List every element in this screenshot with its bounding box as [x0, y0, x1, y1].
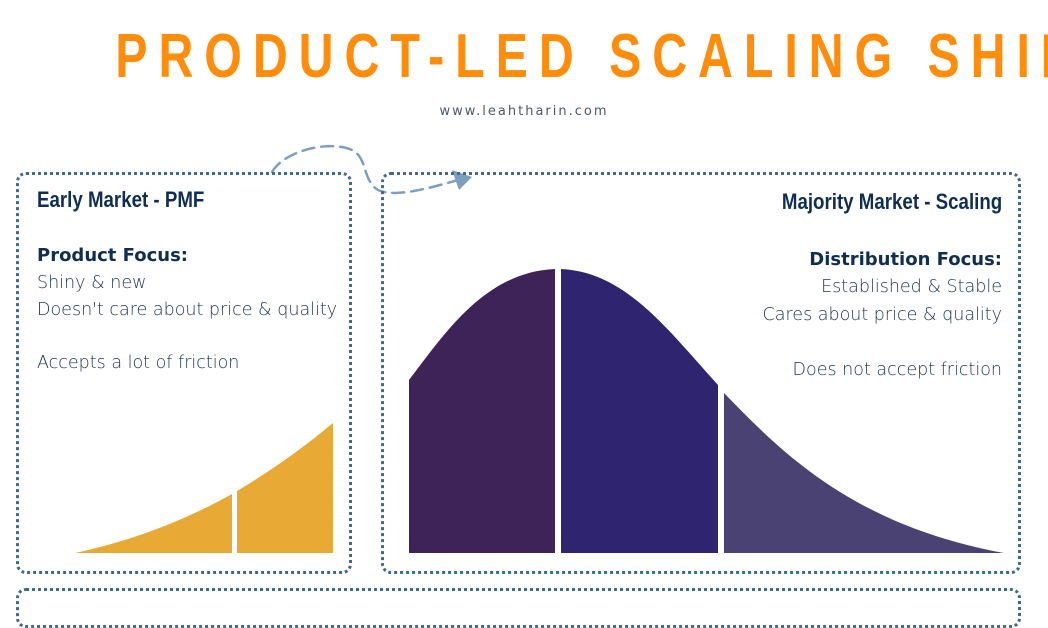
bottom-panel	[16, 588, 1021, 628]
majority-line-2: Cares about price & quality	[762, 305, 1002, 325]
early-line-2: Doesn't care about price & quality	[37, 300, 338, 320]
product-focus-label: Product Focus:	[37, 245, 189, 266]
majority-market-heading: Majority Market - Scaling	[781, 189, 1002, 214]
bell-curve-chart	[409, 269, 1004, 553]
curved-arrow-icon	[270, 144, 472, 195]
early-market-heading: Early Market - PMF	[37, 187, 205, 212]
early-adoption-curve	[75, 423, 333, 553]
website-url: www.leahtharin.com	[439, 104, 609, 119]
page-title: PRODUCT-LED SCALING SHIFT	[115, 22, 1048, 91]
majority-friction-text: Does not accept friction	[792, 360, 1002, 380]
early-line-1: Shiny & new	[37, 273, 147, 293]
early-friction-text: Accepts a lot of friction	[37, 353, 240, 373]
majority-market-panel: Majority Market - Scaling Distribution F…	[381, 172, 1021, 574]
early-market-panel: Early Market - PMF Product Focus: Shiny …	[16, 172, 352, 574]
distribution-focus-label: Distribution Focus:	[809, 249, 1002, 270]
majority-line-1: Established & Stable	[821, 277, 1002, 297]
